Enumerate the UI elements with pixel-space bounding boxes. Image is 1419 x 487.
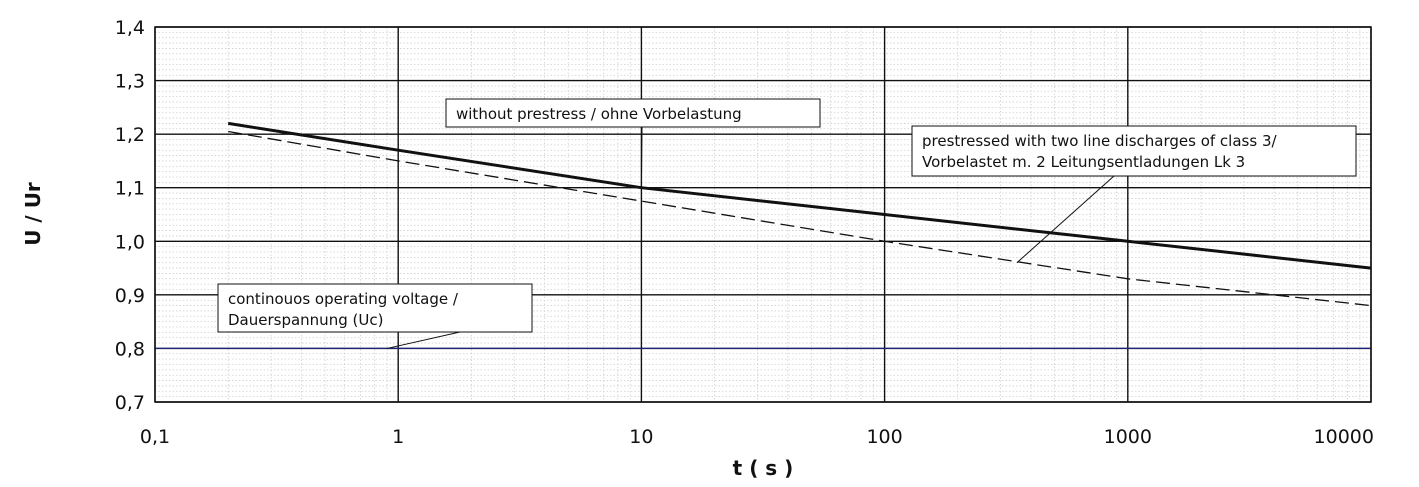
plot-frame: [154, 26, 1372, 403]
annotation-box-2: [217, 283, 533, 333]
x-tick-label: 1: [392, 426, 404, 448]
series-line-0: [227, 121, 1372, 270]
y-axis-title: U / Ur: [21, 182, 45, 246]
annotations: without prestress / ohne Vorbelastung pre…: [217, 98, 1357, 349]
x-tick-label: 1000: [1104, 426, 1152, 448]
y-tick-label: 1,0: [115, 231, 145, 253]
annotation-leader-0: [640, 126, 643, 188]
x-tick-label: 100: [866, 426, 902, 448]
annotation-text-2-0: continouos operating voltage /: [228, 290, 459, 308]
y-tick-label: 1,2: [115, 124, 145, 146]
y-tick-label: 0,8: [115, 338, 145, 360]
y-tick-label: 1,1: [115, 178, 145, 200]
x-tick-label: 0,1: [140, 426, 170, 448]
annotation-leader-2: [386, 331, 461, 349]
annotation-text-1-0: prestressed with two line discharges of …: [922, 132, 1277, 150]
y-tick-label: 0,7: [115, 392, 145, 414]
y-tick-label: 1,4: [115, 17, 145, 39]
annotation-leader-1: [1016, 175, 1115, 264]
y-tick-labels: 0,7 0,8 0,9 1,0 1,1 1,2 1,3 1,4: [115, 17, 145, 414]
x-tick-label: 10: [629, 426, 653, 448]
minor-gridlines: [155, 27, 1371, 402]
annotation-box-0: [445, 98, 821, 128]
series-layer: [155, 121, 1372, 350]
x-tick-labels: 0,1 1 10 100 1000 10000: [140, 426, 1374, 448]
annotation-box-1: [911, 125, 1357, 177]
x-tick-label: 10000: [1314, 426, 1374, 448]
x-axis-title: t ( s ): [733, 456, 794, 480]
series-line-1: [228, 130, 1372, 307]
annotation-text-2-1: Dauerspannung (Uc): [228, 311, 383, 329]
plot-background: [155, 27, 1371, 402]
annotation-text-1-1: Vorbelastet m. 2 Leitungsentladungen Lk …: [922, 153, 1245, 171]
y-tick-label: 1,3: [115, 71, 145, 93]
annotation-text-0-0: without prestress / ohne Vorbelastung: [456, 105, 742, 123]
y-tick-label: 0,9: [115, 285, 145, 307]
